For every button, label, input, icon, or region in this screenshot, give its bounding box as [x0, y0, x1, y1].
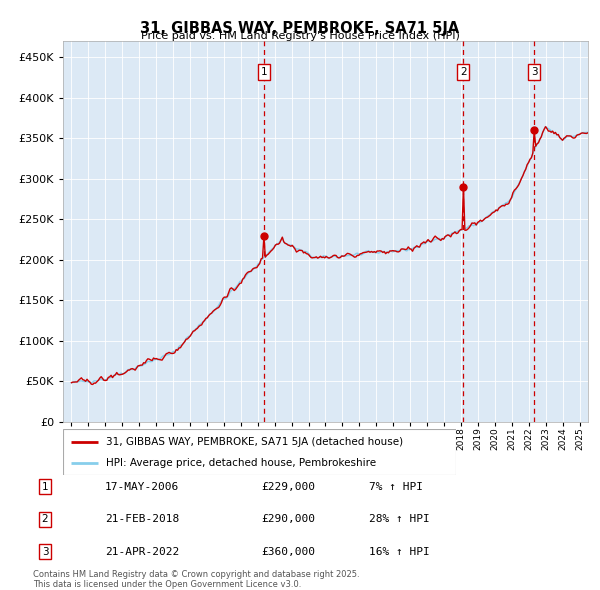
Text: 17-MAY-2006: 17-MAY-2006: [105, 482, 179, 491]
Text: 2: 2: [41, 514, 49, 524]
FancyBboxPatch shape: [63, 429, 456, 475]
Text: 1: 1: [41, 482, 49, 491]
Text: 3: 3: [530, 67, 537, 77]
Text: 31, GIBBAS WAY, PEMBROKE, SA71 5JA: 31, GIBBAS WAY, PEMBROKE, SA71 5JA: [140, 21, 460, 35]
Text: £229,000: £229,000: [261, 482, 315, 491]
Text: 16% ↑ HPI: 16% ↑ HPI: [369, 547, 430, 556]
Text: Contains HM Land Registry data © Crown copyright and database right 2025.: Contains HM Land Registry data © Crown c…: [33, 569, 359, 579]
Text: Price paid vs. HM Land Registry's House Price Index (HPI): Price paid vs. HM Land Registry's House …: [140, 31, 460, 41]
Text: 3: 3: [41, 547, 49, 556]
Text: 21-APR-2022: 21-APR-2022: [105, 547, 179, 556]
Text: 1: 1: [261, 67, 268, 77]
Text: HPI: Average price, detached house, Pembrokeshire: HPI: Average price, detached house, Pemb…: [106, 458, 376, 468]
Text: This data is licensed under the Open Government Licence v3.0.: This data is licensed under the Open Gov…: [33, 579, 301, 589]
Text: 2: 2: [460, 67, 466, 77]
Text: £290,000: £290,000: [261, 514, 315, 524]
Text: 7% ↑ HPI: 7% ↑ HPI: [369, 482, 423, 491]
Text: 28% ↑ HPI: 28% ↑ HPI: [369, 514, 430, 524]
Text: 31, GIBBAS WAY, PEMBROKE, SA71 5JA (detached house): 31, GIBBAS WAY, PEMBROKE, SA71 5JA (deta…: [106, 437, 403, 447]
Text: £360,000: £360,000: [261, 547, 315, 556]
Text: 21-FEB-2018: 21-FEB-2018: [105, 514, 179, 524]
